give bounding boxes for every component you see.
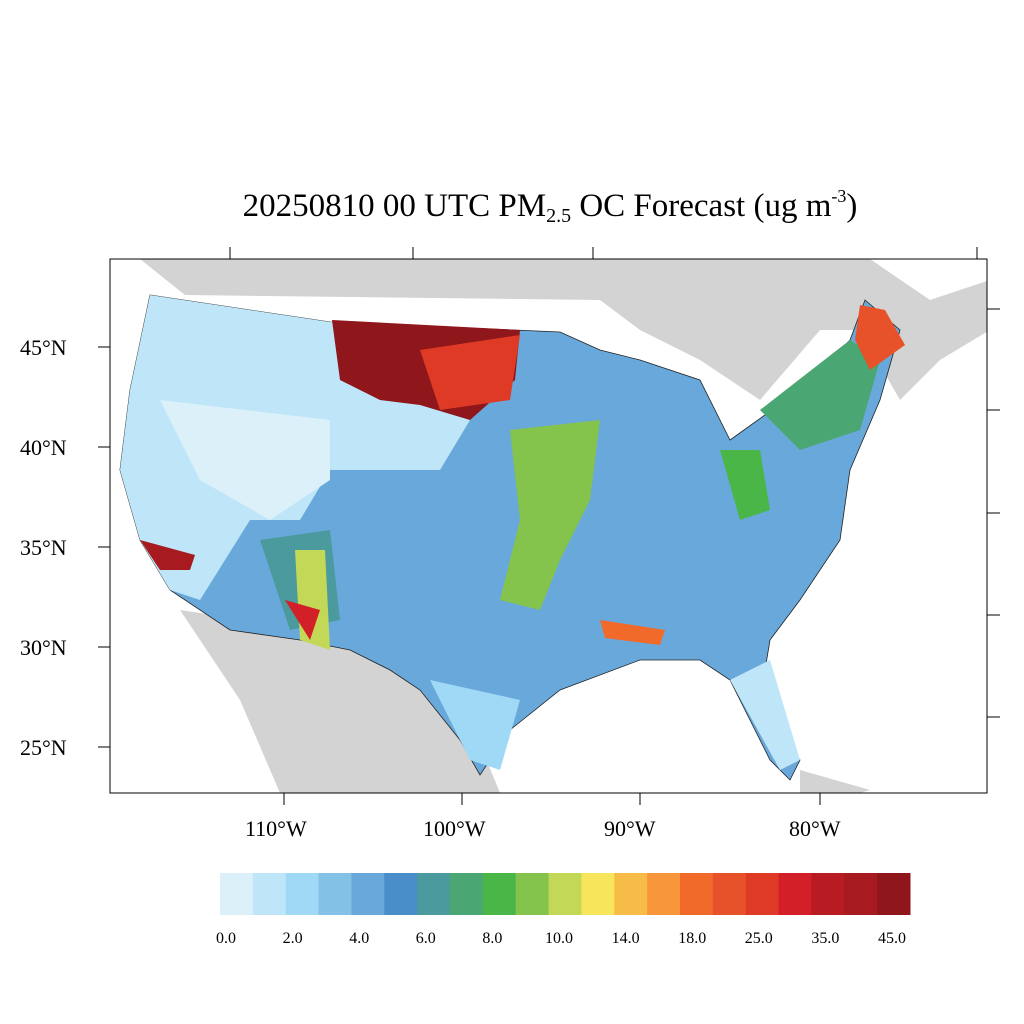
canada-land: [140, 259, 987, 400]
great-basin: [160, 400, 330, 520]
lon-label: 100°W: [423, 816, 486, 841]
map-title: 20250810 00 UTC PM2.5 OC Forecast (ug m-…: [242, 186, 858, 227]
dakota-red: [420, 335, 520, 410]
colorbar-swatch: [318, 873, 352, 915]
colorbar-swatch: [220, 873, 254, 915]
colorbar-label: 10.0: [545, 930, 573, 947]
colorbar-swatch: [482, 873, 517, 915]
colorbar-swatch: [844, 873, 878, 915]
appalachian-green: [720, 450, 770, 520]
colorbar-swatch: [417, 873, 451, 915]
nm-yellow: [295, 550, 330, 650]
cuba-land: [800, 770, 870, 793]
maine-red: [855, 305, 905, 370]
south-lightblue: [430, 680, 520, 770]
lon-label: 110°W: [245, 816, 307, 841]
mexico-land: [180, 610, 500, 793]
gulf-orange: [600, 620, 665, 645]
colorbar-swatch: [581, 873, 615, 915]
lon-label: 90°W: [604, 816, 656, 841]
colorbar-label: 14.0: [611, 930, 640, 947]
colorbar-swatch: [351, 873, 385, 915]
colorbar-swatch: [745, 873, 780, 915]
colorbar-label: 6.0: [415, 930, 436, 947]
lat-label: 45°N: [20, 335, 67, 360]
colorbar-swatch: [548, 873, 582, 915]
colorbar-label: 4.0: [349, 930, 370, 947]
colorbar-swatch: [450, 873, 484, 915]
colorbar-label: 8.0: [482, 930, 503, 947]
colorbar-label: 0.0: [216, 930, 236, 947]
colorbar-swatch: [614, 873, 648, 915]
colorbar-label: 2.0: [282, 930, 303, 947]
colorbar-swatch: [252, 873, 287, 915]
az-red: [285, 600, 320, 640]
colorbar-swatch: [285, 873, 320, 915]
plains-green: [500, 420, 600, 610]
colorbar-label: 45.0: [878, 930, 906, 947]
colorbar: [220, 873, 911, 915]
colorbar-swatch: [877, 873, 911, 915]
colorbar-swatch: [778, 873, 812, 915]
socal-red: [140, 540, 195, 570]
lat-label: 35°N: [20, 535, 67, 560]
colorbar-swatch: [384, 873, 418, 915]
colorbar-label: 35.0: [811, 930, 840, 947]
northeast-green: [760, 340, 880, 450]
lon-label: 80°W: [789, 816, 841, 841]
lat-label: 25°N: [20, 735, 67, 760]
lat-label: 30°N: [20, 635, 67, 660]
colorbar-swatch: [811, 873, 845, 915]
colorbar-label: 18.0: [678, 930, 707, 947]
florida: [730, 660, 800, 770]
colorbar-swatch: [712, 873, 747, 915]
colorbar-swatch: [680, 873, 714, 915]
lat-label: 40°N: [20, 435, 67, 460]
colorbar-swatch: [647, 873, 681, 915]
colorbar-label: 25.0: [744, 930, 773, 947]
axis-ticks: [98, 247, 1000, 805]
colorbar-swatch: [515, 873, 550, 915]
